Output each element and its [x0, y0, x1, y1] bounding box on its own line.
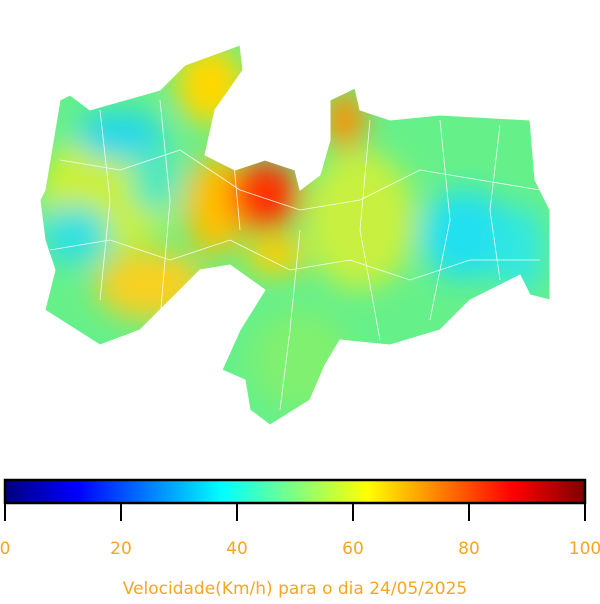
colorbar	[3, 478, 587, 505]
colorbar-tick-label: 40	[226, 539, 248, 559]
colorbar-label: Velocidade(Km/h) para o dia 24/05/2025	[123, 579, 467, 599]
colorbar-tick-label: 100	[569, 539, 600, 559]
state-outline	[39, 44, 551, 426]
colorbar-tick-label: 80	[458, 539, 480, 559]
colorbar-tick-label: 60	[342, 539, 364, 559]
colorbar-tick-label: 20	[110, 539, 132, 559]
colorbar-tick-label: 0	[0, 539, 10, 559]
state-map	[40, 45, 550, 425]
